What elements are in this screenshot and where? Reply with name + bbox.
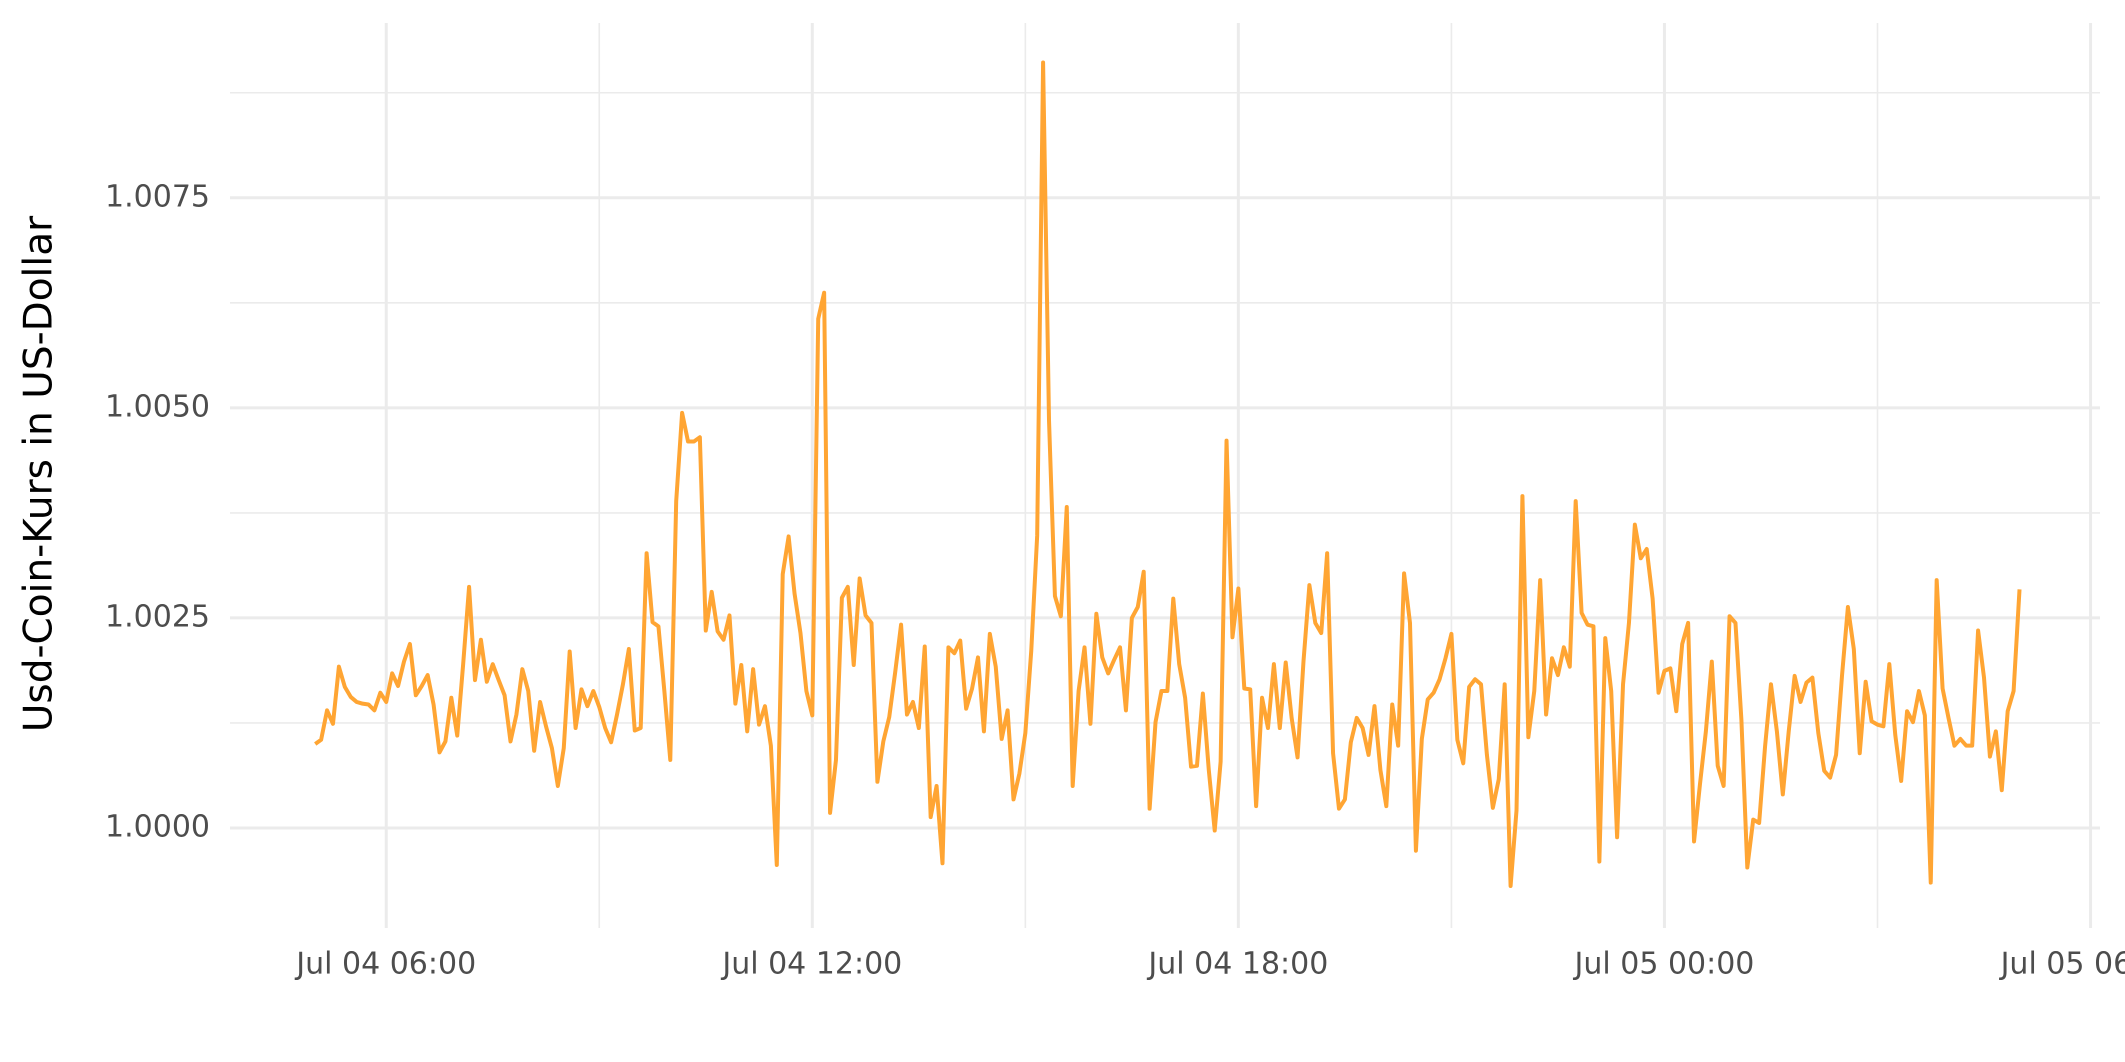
x-tick-label: Jul 04 18:00 (1146, 947, 1328, 982)
y-tick-label: 1.0025 (105, 599, 210, 634)
y-tick-label: 1.0050 (105, 389, 210, 424)
y-tick-label: 1.0000 (105, 810, 210, 845)
x-tick-label: Jul 05 00:00 (1573, 947, 1755, 982)
y-axis-title: Usd-Coin-Kurs in US-Dollar (17, 215, 62, 732)
x-tick-label: Jul 04 06:00 (294, 947, 476, 982)
grid (230, 23, 2100, 928)
x-tick-label: Jul 05 06:00 (1999, 947, 2125, 982)
x-tick-label: Jul 04 12:00 (720, 947, 902, 982)
price-line (314, 60, 2022, 888)
y-tick-label: 1.0075 (105, 179, 210, 214)
